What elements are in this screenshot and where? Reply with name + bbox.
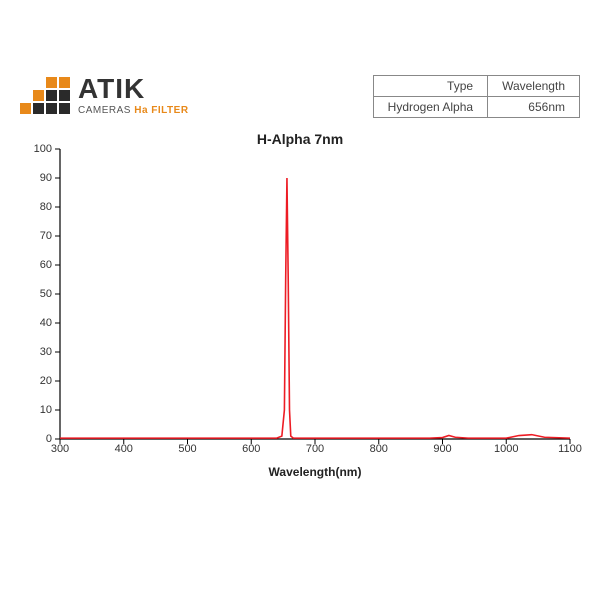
y-axis: 0102030405060708090100	[20, 149, 60, 439]
brand-subtitle: CAMERAS Ha FILTER	[78, 105, 189, 116]
brand-subtitle-filter: Ha FILTER	[134, 105, 188, 116]
y-tick-label: 40	[40, 317, 52, 329]
y-tick-label: 50	[40, 288, 52, 300]
chart: H-Alpha 7nm 0102030405060708090100 Wavel…	[20, 133, 580, 473]
x-tick-label: 700	[306, 443, 324, 455]
info-type-header: Type	[373, 76, 487, 97]
info-wavelength-header: Wavelength	[488, 76, 580, 97]
brand-logo: ATIK CAMERAS Ha FILTER	[20, 75, 189, 116]
brand-subtitle-prefix: CAMERAS	[78, 105, 131, 116]
info-table: Type Wavelength Hydrogen Alpha 656nm	[373, 75, 580, 118]
plot-svg	[60, 149, 570, 439]
y-tick-label: 100	[34, 143, 52, 155]
brand-name: ATIK	[78, 75, 189, 103]
x-tick-label: 1100	[558, 443, 582, 455]
y-tick-label: 70	[40, 230, 52, 242]
y-tick-label: 90	[40, 172, 52, 184]
y-tick-label: 20	[40, 375, 52, 387]
x-tick-label: 400	[115, 443, 133, 455]
x-axis: Wavelength(nm) 3004005006007008009001000…	[60, 441, 570, 461]
x-tick-label: 600	[242, 443, 260, 455]
header: ATIK CAMERAS Ha FILTER Type Wavelength H…	[20, 75, 580, 118]
table-row: Type Wavelength	[373, 76, 579, 97]
x-axis-label: Wavelength(nm)	[60, 465, 570, 479]
x-tick-label: 300	[51, 443, 69, 455]
y-tick-label: 30	[40, 346, 52, 358]
x-tick-label: 800	[370, 443, 388, 455]
y-tick-label: 10	[40, 404, 52, 416]
x-tick-label: 1000	[494, 443, 518, 455]
x-tick-label: 900	[433, 443, 451, 455]
y-tick-label: 80	[40, 201, 52, 213]
plot-area	[60, 149, 570, 439]
info-type-value: Hydrogen Alpha	[373, 97, 487, 118]
y-tick-label: 60	[40, 259, 52, 271]
info-wavelength-value: 656nm	[488, 97, 580, 118]
chart-title: H-Alpha 7nm	[20, 131, 580, 147]
x-tick-label: 500	[178, 443, 196, 455]
logo-icon	[20, 77, 70, 114]
spectrum-line	[60, 178, 570, 438]
table-row: Hydrogen Alpha 656nm	[373, 97, 579, 118]
